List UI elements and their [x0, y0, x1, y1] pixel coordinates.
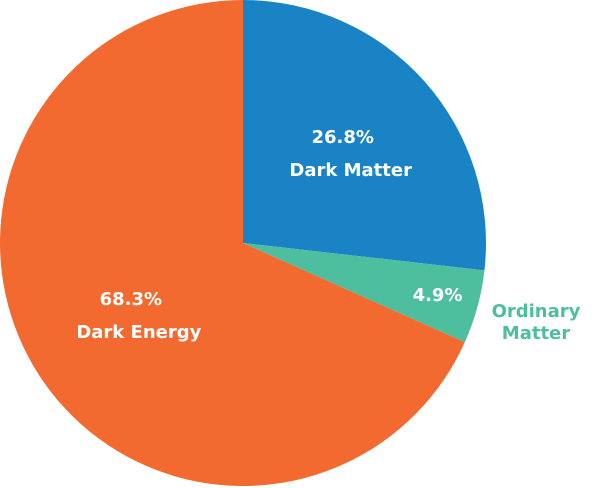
pie-slice [0, 0, 465, 486]
data-label: 4.9% [412, 285, 463, 307]
data-label: 26.8% [311, 126, 374, 148]
data-label: 68.3% [99, 288, 163, 310]
data-label: Dark Energy [76, 321, 202, 343]
data-label: Ordinary Matter [491, 301, 581, 345]
data-label: Dark Matter [289, 159, 412, 181]
pie-slice [243, 243, 485, 343]
pie-slice [243, 0, 486, 271]
